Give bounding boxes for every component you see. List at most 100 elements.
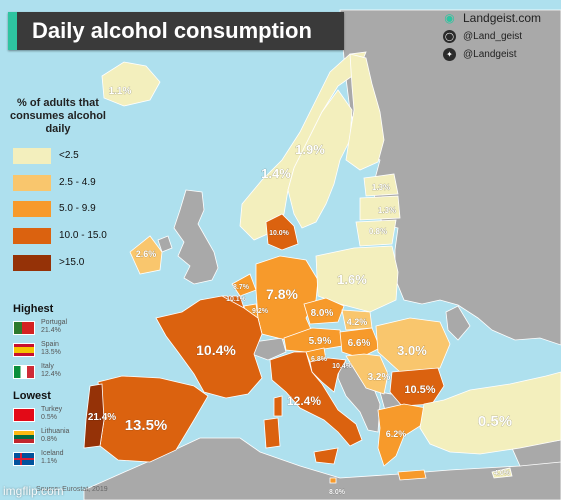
italy-flag-icon: [13, 365, 35, 379]
country-italy: [269, 351, 363, 447]
country-denmark: [265, 213, 299, 251]
credit-website[interactable]: ◉ Landgeist.com: [443, 10, 559, 26]
legend-label: 10.0 - 15.0: [59, 230, 107, 241]
map-label-denmark: 10.0%: [269, 230, 290, 237]
credit-website-text: Landgeist.com: [463, 11, 542, 25]
spain-flag-icon: [13, 343, 35, 357]
country-crete: [397, 469, 427, 481]
map-label-luxembourg: 9.2%: [252, 308, 269, 315]
lowest-country-name: Turkey: [41, 406, 63, 413]
map-label-norway: 1.4%: [261, 166, 291, 181]
country-latvia: [359, 195, 401, 221]
highest-country-value: 12.4%: [41, 371, 61, 378]
highest-row: Portugal 21.4%: [13, 319, 103, 337]
watermark: imgflip.com: [3, 484, 64, 498]
lowest-row: Iceland 1.1%: [13, 450, 103, 468]
map-label-lithuania: 0.8%: [369, 227, 387, 236]
map-label-cyprus: 4.0%: [494, 470, 511, 477]
legend-swatch: [13, 175, 51, 191]
portugal-flag-icon: [13, 321, 35, 335]
map-label-austria: 5.9%: [309, 336, 332, 347]
highest-row: Spain 13.5%: [13, 341, 103, 359]
source-note: Source: Eurostat, 2019: [36, 486, 108, 493]
map-label-netherlands: 8.7%: [233, 284, 250, 291]
country-africa: [83, 437, 561, 500]
country-sweden: [287, 89, 353, 229]
page-title: Daily alcohol consumption: [32, 18, 312, 43]
map-label-poland: 1.6%: [337, 272, 367, 287]
country-hungary: [339, 327, 381, 359]
map-label-france: 10.4%: [196, 342, 236, 358]
legend-label: 5.0 - 9.9: [59, 203, 96, 214]
highest-row: Italy 12.4%: [13, 363, 103, 381]
lowest-row: Turkey 0.5%: [13, 406, 103, 424]
country-cyprus: [491, 467, 513, 479]
map-label-slovenia: 6.8%: [311, 356, 328, 363]
map-label-malta: 8.0%: [329, 489, 346, 496]
lowest-country-name: Lithuania: [41, 428, 70, 435]
map-label-sweden: 1.9%: [295, 142, 325, 157]
lowest-country-name: Iceland: [41, 450, 64, 457]
credit-instagram[interactable]: ◯ @Land_geist: [443, 28, 559, 44]
map-label-iceland: 1.1%: [109, 86, 132, 97]
legend-swatch: [13, 255, 51, 271]
map-label-ireland: 2.6%: [136, 249, 157, 259]
country-ireland: [129, 235, 163, 275]
country-lithuania: [355, 219, 397, 247]
legend-label: <2.5: [59, 150, 79, 161]
turkey-flag-icon: [13, 408, 35, 422]
lowest-country-value: 1.1%: [41, 458, 57, 465]
title-bar: Daily alcohol consumption: [8, 12, 344, 50]
credit-twitter[interactable]: ✦ @Landgeist: [443, 46, 559, 62]
country-portugal: [83, 383, 105, 449]
globe-icon: ◉: [444, 10, 455, 25]
map-label-greece: 6.2%: [386, 429, 407, 439]
legend-item: >15.0: [13, 255, 123, 271]
country-france: [155, 295, 263, 399]
map-label-italy: 12.4%: [287, 394, 321, 408]
legend-item: 10.0 - 15.0: [13, 228, 123, 244]
country-malta: [329, 477, 337, 484]
country-finland: [345, 53, 385, 171]
country-uk: [173, 189, 219, 285]
highest-title: Highest: [13, 303, 54, 315]
legend-swatch: [13, 228, 51, 244]
map-label-turkey: 0.5%: [478, 413, 512, 430]
country-sardinia: [263, 417, 281, 449]
country-corsica: [273, 395, 283, 417]
map-label-latvia: 1.3%: [378, 206, 396, 215]
country-northern-ireland: [157, 235, 173, 253]
legend-item: <2.5: [13, 148, 123, 164]
legend-label: >15.0: [59, 257, 85, 268]
highest-country-name: Italy: [41, 363, 54, 370]
credit-instagram-text: @Land_geist: [463, 30, 523, 42]
iceland-flag-icon: [13, 452, 35, 466]
country-turkey: [419, 371, 561, 455]
legend-swatch: [13, 148, 51, 164]
legend-title: % of adults that consumes alcohol daily: [10, 97, 106, 135]
credits: ◉ Landgeist.com ◯ @Land_geist ✦ @Landgei…: [443, 10, 559, 64]
map-label-estonia: 1.3%: [372, 183, 390, 192]
map-value-labels: 1.1% 1.4% 1.9% 1.3% 1.3% 0.8% 2.6% 10.0%…: [88, 86, 513, 497]
country-moldova: [445, 305, 471, 341]
highest-country-value: 21.4%: [41, 327, 61, 334]
highest-country-name: Spain: [41, 341, 59, 348]
instagram-icon: ◯: [443, 29, 456, 43]
credit-twitter-text: @Landgeist: [463, 48, 517, 60]
data-countries: [83, 51, 561, 484]
highest-country-value: 13.5%: [41, 349, 61, 356]
map-label-germany: 7.8%: [266, 286, 298, 302]
map-label-portugal: 21.4%: [88, 412, 116, 423]
country-serbia: [345, 353, 389, 395]
legend-item: 5.0 - 9.9: [13, 201, 123, 217]
country-iceland: [101, 61, 161, 107]
lithuania-flag-icon: [13, 430, 35, 444]
map-label-serbia: 3.2%: [368, 372, 391, 383]
map-label-hungary: 6.6%: [348, 338, 371, 349]
legend-item: 2.5 - 4.9: [13, 175, 123, 191]
country-estonia: [363, 173, 399, 197]
country-greece: [377, 403, 427, 467]
country-romania: [375, 317, 451, 373]
map-label-bulgaria: 10.5%: [404, 384, 435, 396]
